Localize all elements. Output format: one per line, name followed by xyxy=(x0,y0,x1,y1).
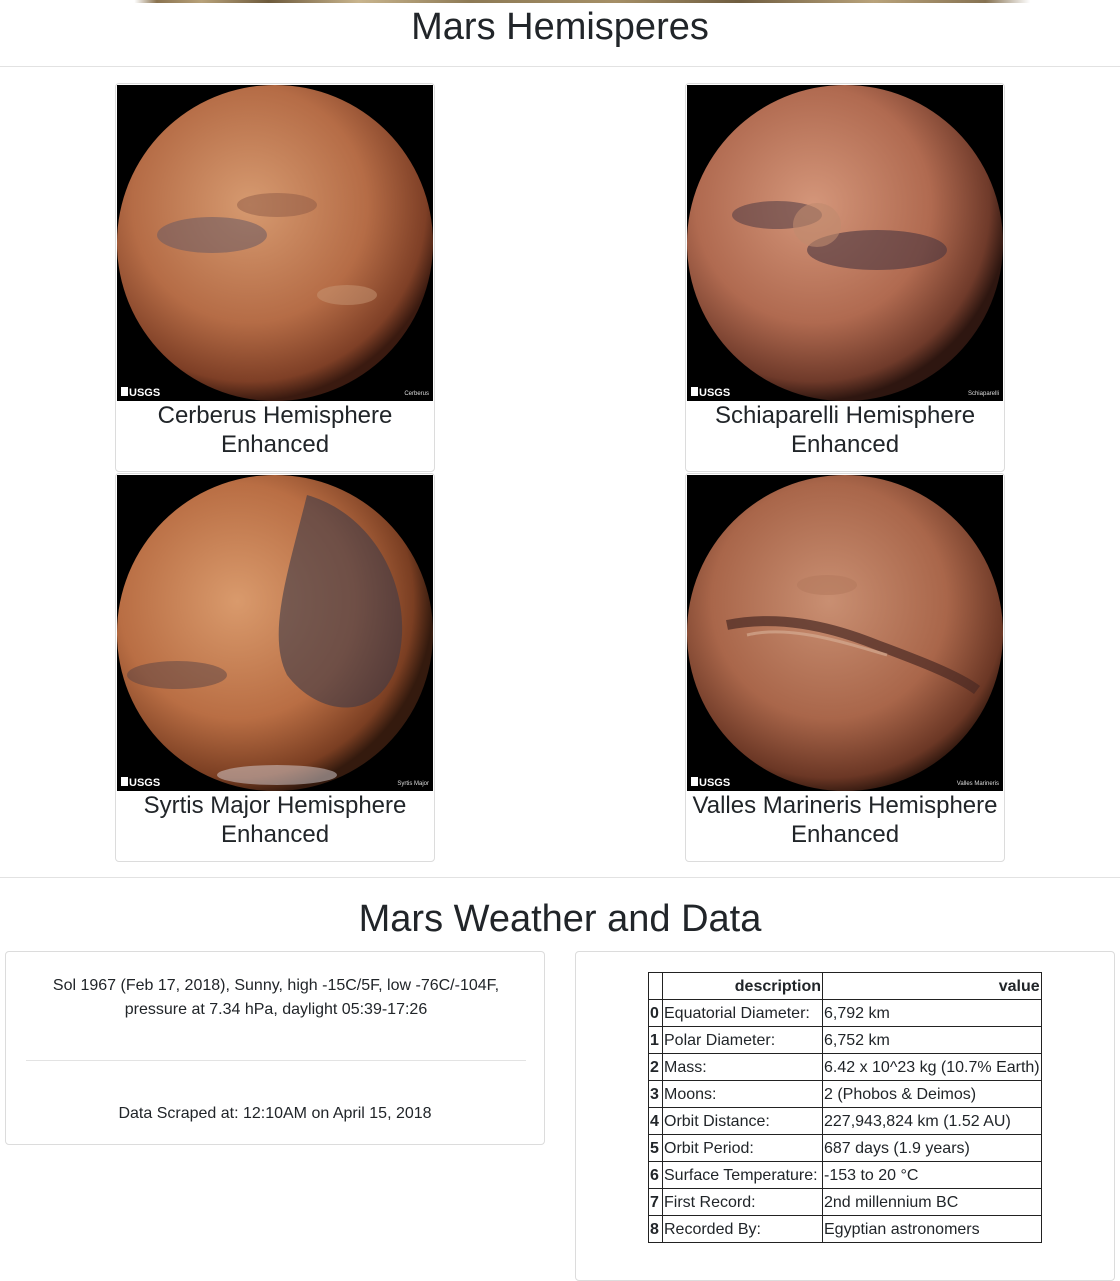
hemisphere-image: USGS Schiaparelli xyxy=(687,85,1003,401)
header-image-strip xyxy=(0,0,1120,3)
section-title: Mars Weather and Data xyxy=(358,898,762,940)
table-row: 7 First Record: 2nd millennium BC xyxy=(648,1188,1042,1216)
image-caption: Valles Marineris xyxy=(957,781,999,787)
svg-text:USGS: USGS xyxy=(699,777,730,789)
svg-text:USGS: USGS xyxy=(129,777,160,789)
table-row: 2 Mass: 6.42 x 10^23 kg (10.7% Earth) xyxy=(648,1053,1042,1081)
divider xyxy=(0,66,1120,67)
table-row: 6 Surface Temperature: -153 to 20 °C xyxy=(648,1161,1042,1189)
table-row: 8 Recorded By: Egyptian astronomers xyxy=(648,1215,1042,1243)
row-index: 2 xyxy=(648,1053,663,1081)
row-value: 227,943,824 km (1.52 AU) xyxy=(822,1107,1042,1135)
hemisphere-title[interactable]: Schiaparelli Hemisphere Enhanced xyxy=(714,402,976,458)
hemisphere-card-cerberus[interactable]: USGS Cerberus Cerberus Hemisphere Enhanc… xyxy=(115,83,435,472)
image-caption: Schiaparelli xyxy=(968,391,999,397)
table-row: 4 Orbit Distance: 227,943,824 km (1.52 A… xyxy=(648,1107,1042,1135)
row-index: 6 xyxy=(648,1161,663,1189)
image-caption: Syrtis Major xyxy=(397,781,429,787)
scraped-timestamp: Data Scraped at: 12:10AM on April 15, 20… xyxy=(118,1105,432,1122)
table-header-row: description value xyxy=(648,972,1042,1000)
usgs-logo: USGS xyxy=(691,387,730,399)
facts-card: description value 0 Equatorial Diameter:… xyxy=(575,951,1115,1281)
table-row: 1 Polar Diameter: 6,752 km xyxy=(648,1026,1042,1054)
row-value: 2 (Phobos & Deimos) xyxy=(822,1080,1042,1108)
row-value: 6,792 km xyxy=(822,999,1042,1027)
weather-text: Sol 1967 (Feb 17, 2018), Sunny, high -15… xyxy=(52,977,500,1018)
row-description: Recorded By: xyxy=(662,1215,823,1243)
row-description: Orbit Period: xyxy=(662,1134,823,1162)
row-index: 7 xyxy=(648,1188,663,1216)
usgs-logo: USGS xyxy=(121,387,160,399)
facts-table: description value 0 Equatorial Diameter:… xyxy=(648,972,1042,1243)
row-index: 3 xyxy=(648,1080,663,1108)
svg-text:USGS: USGS xyxy=(699,387,730,399)
row-description: Polar Diameter: xyxy=(662,1026,823,1054)
svg-text:USGS: USGS xyxy=(129,387,160,399)
hemisphere-card-syrtis-major[interactable]: USGS Syrtis Major Syrtis Major Hemispher… xyxy=(115,473,435,862)
row-value: 6.42 x 10^23 kg (10.7% Earth) xyxy=(822,1053,1042,1081)
hemisphere-image: USGS Valles Marineris xyxy=(687,475,1003,791)
row-value: 6,752 km xyxy=(822,1026,1042,1054)
row-index: 5 xyxy=(648,1134,663,1162)
value-header: value xyxy=(822,972,1042,1000)
row-description: Mass: xyxy=(662,1053,823,1081)
row-index: 1 xyxy=(648,1026,663,1054)
divider xyxy=(0,877,1120,878)
row-value: 687 days (1.9 years) xyxy=(822,1134,1042,1162)
hemisphere-title[interactable]: Cerberus Hemisphere Enhanced xyxy=(157,402,393,458)
row-description: Orbit Distance: xyxy=(662,1107,823,1135)
usgs-logo: USGS xyxy=(121,777,160,789)
table-row: 3 Moons: 2 (Phobos & Deimos) xyxy=(648,1080,1042,1108)
table-row: 5 Orbit Period: 687 days (1.9 years) xyxy=(648,1134,1042,1162)
hemisphere-image: USGS Cerberus xyxy=(117,85,433,401)
row-index: 4 xyxy=(648,1107,663,1135)
hemisphere-card-schiaparelli[interactable]: USGS Schiaparelli Schiaparelli Hemispher… xyxy=(685,83,1005,472)
table-row: 0 Equatorial Diameter: 6,792 km xyxy=(648,999,1042,1027)
row-value: -153 to 20 °C xyxy=(822,1161,1042,1189)
row-description: Surface Temperature: xyxy=(662,1161,823,1189)
row-index: 0 xyxy=(648,999,663,1027)
hemisphere-title[interactable]: Syrtis Major Hemisphere Enhanced xyxy=(143,792,407,848)
page-title: Mars Hemisperes xyxy=(411,6,709,48)
divider xyxy=(26,1060,526,1061)
row-index: 8 xyxy=(648,1215,663,1243)
row-description: Moons: xyxy=(662,1080,823,1108)
hemisphere-image: USGS Syrtis Major xyxy=(117,475,433,791)
row-description: First Record: xyxy=(662,1188,823,1216)
weather-card: Sol 1967 (Feb 17, 2018), Sunny, high -15… xyxy=(5,951,545,1145)
hemisphere-title[interactable]: Valles Marineris Hemisphere Enhanced xyxy=(692,792,998,848)
hemisphere-card-valles-marineris[interactable]: USGS Valles Marineris Valles Marineris H… xyxy=(685,473,1005,862)
description-header: description xyxy=(662,972,823,1000)
index-header xyxy=(648,972,663,1000)
image-caption: Cerberus xyxy=(404,391,429,397)
row-value: Egyptian astronomers xyxy=(822,1215,1042,1243)
row-value: 2nd millennium BC xyxy=(822,1188,1042,1216)
usgs-logo: USGS xyxy=(691,777,730,789)
row-description: Equatorial Diameter: xyxy=(662,999,823,1027)
